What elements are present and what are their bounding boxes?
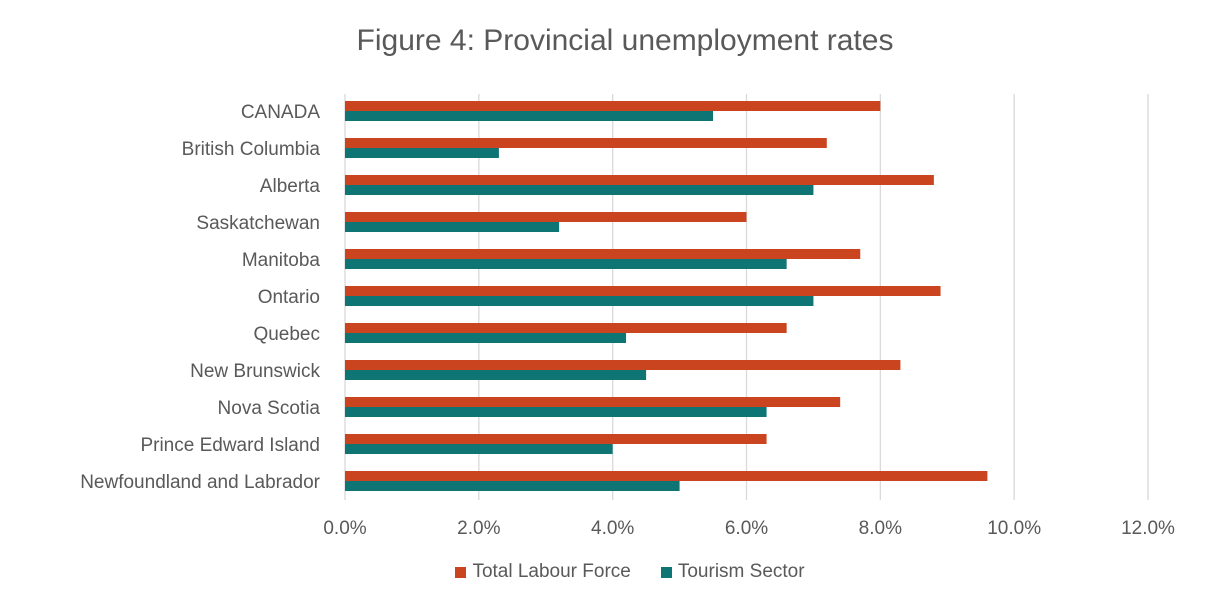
x-tick-label: 0.0% <box>323 518 366 539</box>
chart-title: Figure 4: Provincial unemployment rates <box>356 24 894 57</box>
category-label: Alberta <box>260 176 321 197</box>
x-tick-label: 6.0% <box>725 518 768 539</box>
bar-total-labour-force <box>345 471 988 481</box>
bar-tourism-sector <box>345 333 627 343</box>
bar-total-labour-force <box>345 212 747 222</box>
category-label: British Columbia <box>182 139 321 160</box>
category-label: Nova Scotia <box>218 398 321 419</box>
bar-total-labour-force <box>345 434 767 444</box>
bar-total-labour-force <box>345 286 941 296</box>
x-tick-label: 10.0% <box>987 518 1041 539</box>
category-label: Ontario <box>258 287 320 308</box>
bar-total-labour-force <box>345 360 901 370</box>
legend-label-tourism-sector: Tourism Sector <box>677 561 805 582</box>
category-label: Newfoundland and Labrador <box>80 472 320 493</box>
legend: Total Labour Force Tourism Sector <box>0 561 1230 583</box>
bar-tourism-sector <box>345 481 680 491</box>
bar-tourism-sector <box>345 407 767 417</box>
category-label: Saskatchewan <box>196 213 320 234</box>
category-label: New Brunswick <box>190 361 320 382</box>
category-label: CANADA <box>241 102 321 123</box>
bar-total-labour-force <box>345 101 881 111</box>
legend-swatch-tourism-sector <box>660 566 672 578</box>
legend-item-tourism-sector: Tourism Sector <box>660 561 805 583</box>
bar-tourism-sector <box>345 148 499 158</box>
bar-total-labour-force <box>345 138 827 148</box>
x-tick-label: 2.0% <box>457 518 500 539</box>
bar-tourism-sector <box>345 296 814 306</box>
y-axis-category-labels: CANADA British Columbia Alberta Saskatchewa… <box>80 102 320 493</box>
bar-total-labour-force <box>345 397 841 407</box>
bar-total-labour-force <box>345 249 861 259</box>
x-axis-tick-labels: 0.0% 2.0% 4.0% 6.0% 8.0% 10.0% 12.0% <box>323 518 1175 539</box>
bar-tourism-sector <box>345 259 787 269</box>
x-tick-label: 12.0% <box>1121 518 1175 539</box>
category-label: Quebec <box>253 324 320 345</box>
category-label: Manitoba <box>242 250 321 271</box>
legend-label-total-labour-force: Total Labour Force <box>472 561 631 582</box>
x-tick-label: 8.0% <box>859 518 902 539</box>
bar-tourism-sector <box>345 370 647 380</box>
x-tick-label: 4.0% <box>591 518 634 539</box>
bar-total-labour-force <box>345 323 787 333</box>
legend-item-total-labour-force: Total Labour Force <box>455 561 631 583</box>
bars <box>345 101 988 491</box>
legend-swatch-total-labour-force <box>455 566 467 578</box>
bar-tourism-sector <box>345 185 814 195</box>
bar-tourism-sector <box>345 111 714 121</box>
bar-tourism-sector <box>345 222 560 232</box>
bar-total-labour-force <box>345 175 934 185</box>
category-label: Prince Edward Island <box>140 435 320 456</box>
bar-tourism-sector <box>345 444 613 454</box>
